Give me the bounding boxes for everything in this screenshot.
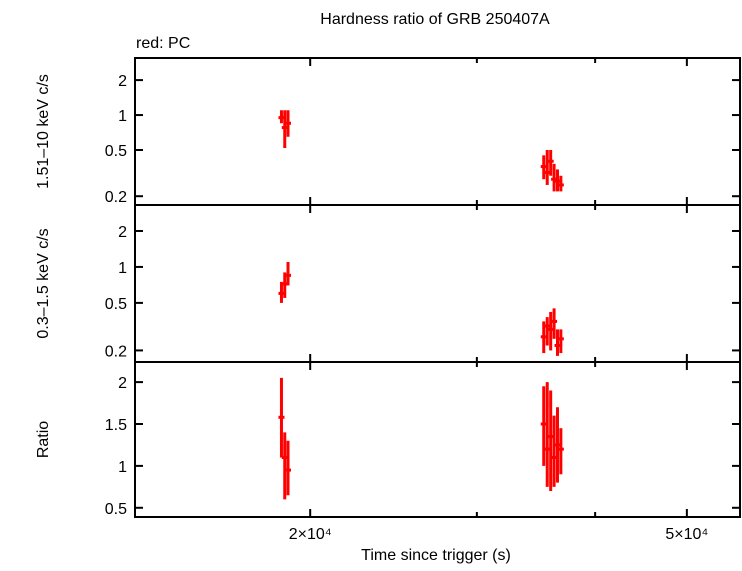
y-tick-label: 0.5 (105, 501, 127, 518)
y-tick-label: 0.5 (105, 296, 127, 313)
y-tick-label: 1 (118, 459, 127, 476)
panel-3: 0.5 1 1.5 2 2×10⁴ 5×10⁴ Ratio (35, 361, 741, 543)
panel-frame (134, 57, 741, 206)
y-tick-label: 1 (118, 108, 127, 125)
y-tick-label: 0.5 (105, 143, 127, 160)
x-tick-label: 5×10⁴ (665, 526, 708, 543)
y-tick-label: 1 (118, 260, 127, 277)
legend-note: red: PC (136, 35, 190, 52)
x-axis-label: Time since trigger (s) (361, 547, 511, 564)
y-axis-label: Ratio (35, 421, 52, 458)
panel-frame (134, 361, 741, 518)
panel-frame (134, 204, 741, 363)
chart-title: Hardness ratio of GRB 250407A (320, 11, 550, 28)
y-tick-label: 1.5 (105, 417, 127, 434)
x-tick-label: 2×10⁴ (289, 526, 332, 543)
y-tick-label: 2 (118, 73, 127, 90)
y-tick-label: 0.2 (105, 189, 127, 206)
panel-2: 0.2 0.5 1 2 0.3–1.5 keV c/s (35, 204, 741, 363)
y-tick-label: 2 (118, 375, 127, 392)
y-tick-label: 2 (118, 224, 127, 241)
y-axis-label: 1.51–10 keV c/s (35, 74, 52, 189)
panel-1: 0.2 0.5 1 2 1.51–10 keV c/s (35, 57, 741, 206)
y-axis-label: 0.3–1.5 keV c/s (35, 228, 52, 338)
y-tick-label: 0.2 (105, 343, 127, 360)
